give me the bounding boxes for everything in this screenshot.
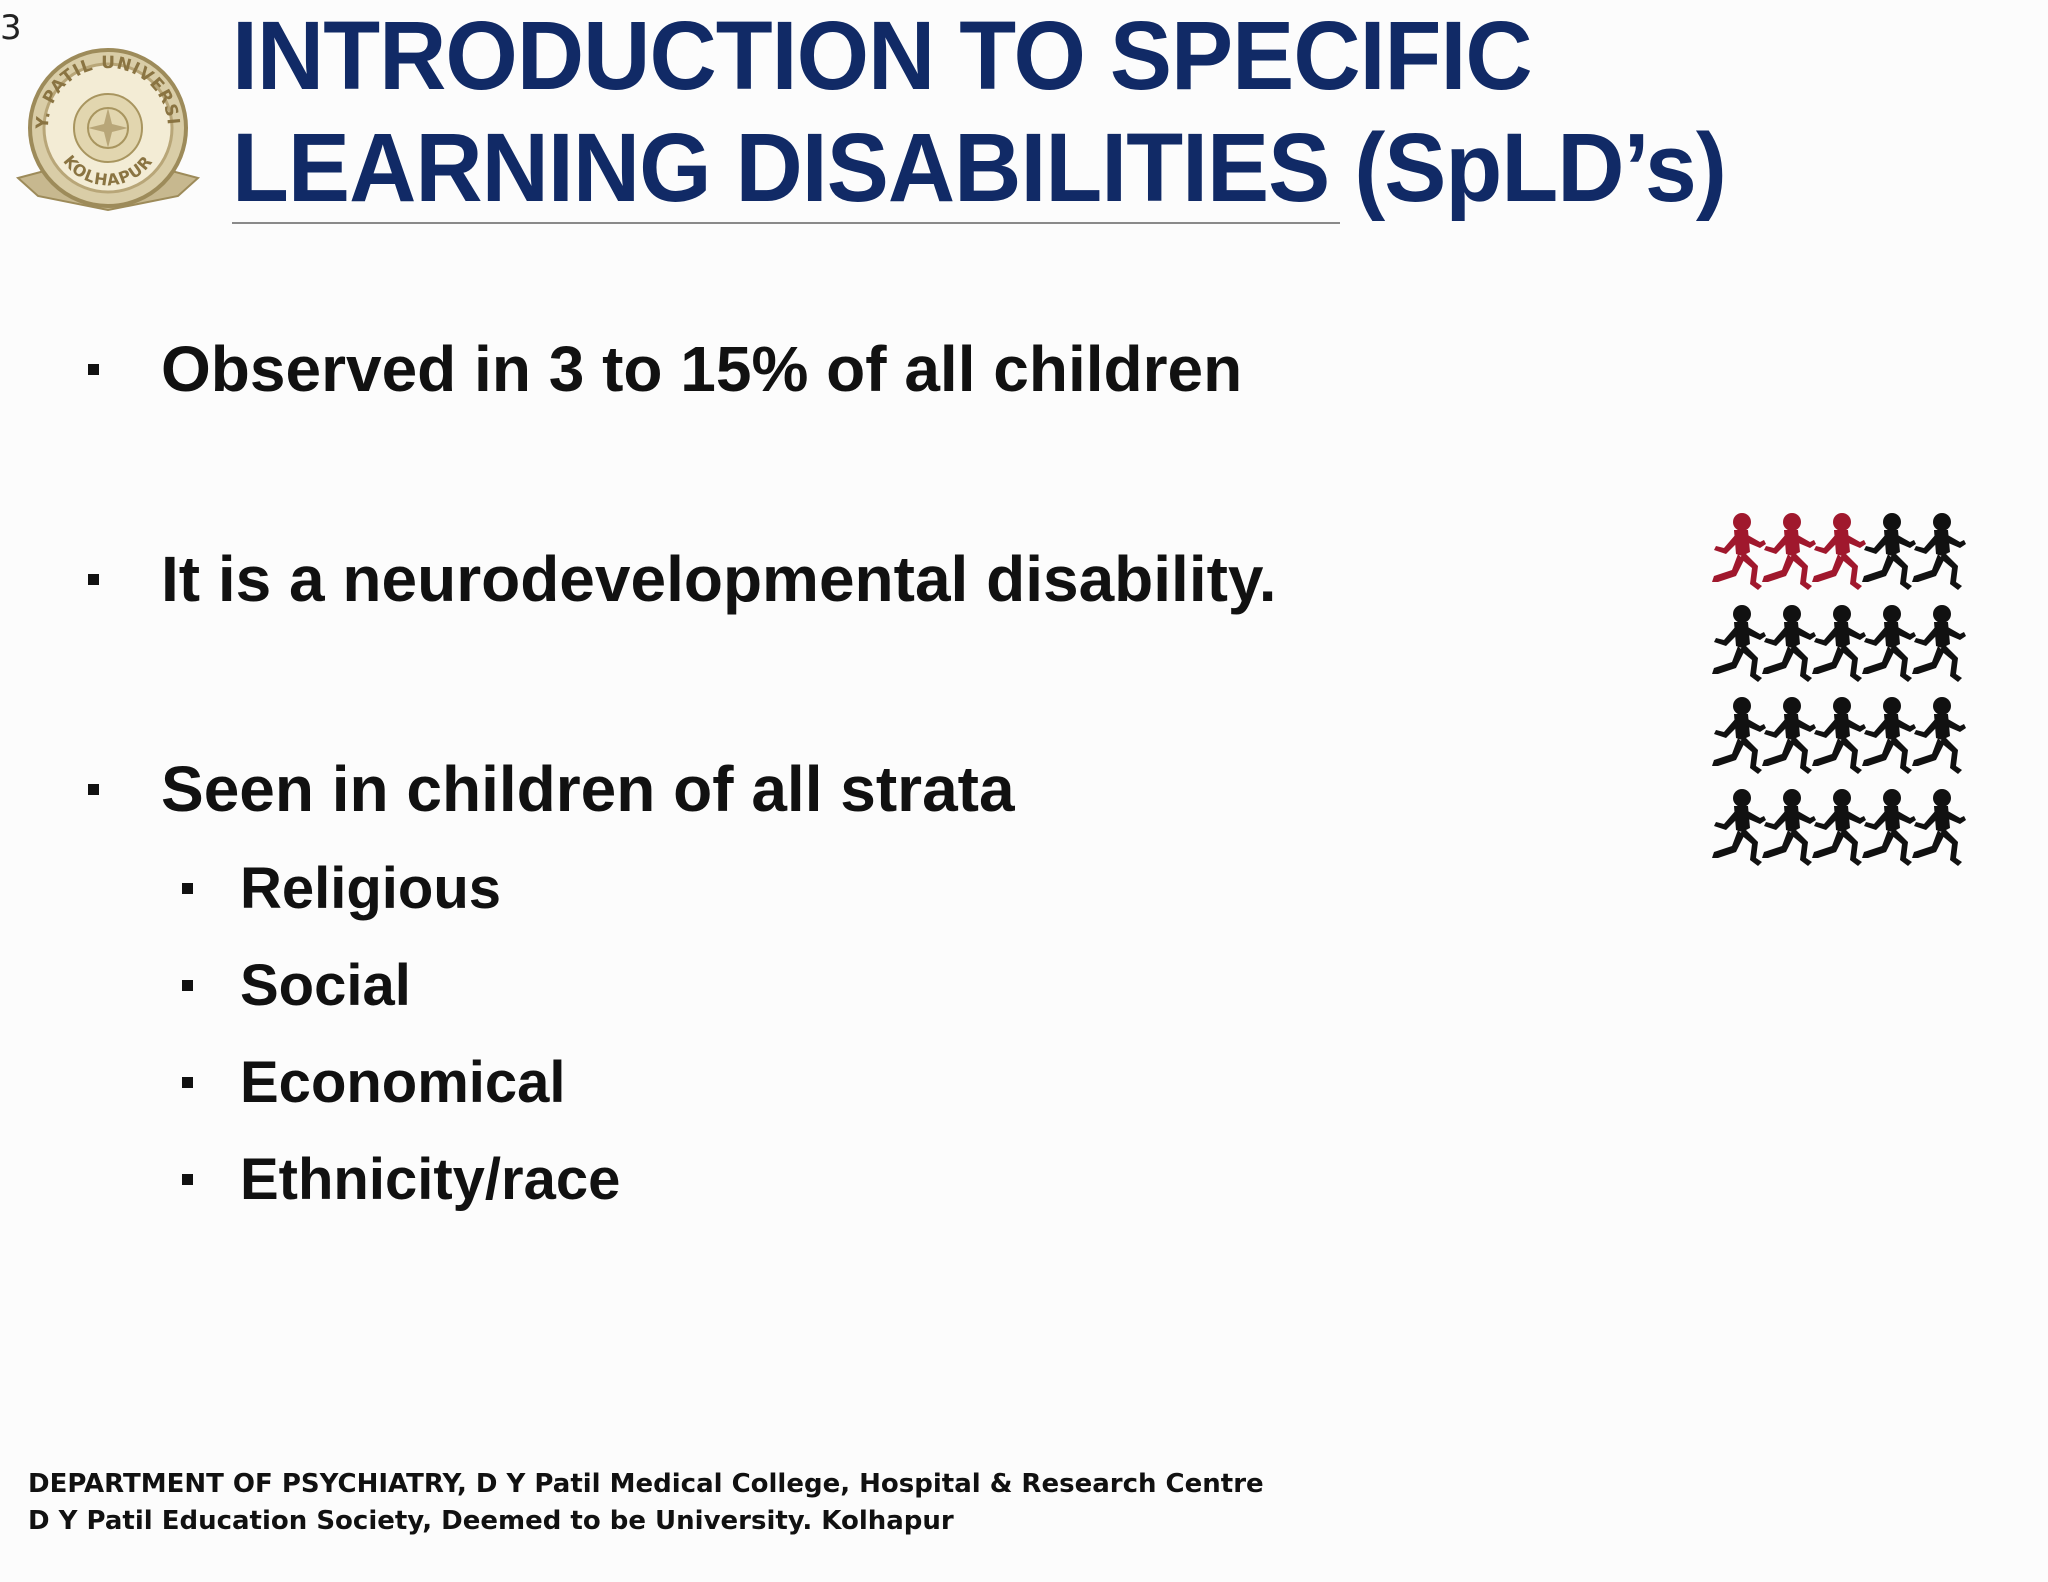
bullet-square-icon bbox=[88, 573, 99, 585]
running-children-icon bbox=[1712, 513, 1966, 866]
runner-icon bbox=[1812, 789, 1866, 866]
runner-icon bbox=[1812, 697, 1866, 774]
runner-icon bbox=[1712, 605, 1766, 682]
bullet-text: It is a neurodevelopmental disability. bbox=[161, 543, 1277, 615]
sub-bullet-item: Social bbox=[0, 952, 411, 1019]
bullet-text: Economical bbox=[240, 1050, 566, 1115]
runner-icon bbox=[1762, 697, 1816, 774]
bullet-square-icon bbox=[88, 363, 99, 375]
runner-icon bbox=[1862, 605, 1916, 682]
bullet-item: Observed in 3 to 15% of all children bbox=[0, 332, 1242, 406]
bullet-text: Ethnicity/race bbox=[240, 1147, 621, 1212]
runner-icon bbox=[1762, 789, 1816, 866]
university-seal-logo: D.Y. PATIL UNIVERSITY KOLHAPUR bbox=[8, 28, 201, 212]
highlighted-runner-icon bbox=[1762, 513, 1816, 590]
bullet-text: Observed in 3 to 15% of all children bbox=[161, 333, 1243, 405]
footer: DEPARTMENT OF PSYCHIATRY, D Y Patil Medi… bbox=[28, 1466, 1264, 1540]
slide-title-line1: INTRODUCTION TO SPECIFIC bbox=[232, 1, 1533, 110]
title-divider bbox=[232, 222, 1340, 224]
runner-icon bbox=[1912, 513, 1966, 590]
highlighted-runner-icon bbox=[1812, 513, 1866, 590]
runner-icon bbox=[1712, 697, 1766, 774]
bullet-text: Seen in children of all strata bbox=[161, 753, 1015, 825]
bullet-square-icon bbox=[182, 980, 193, 991]
bullet-square-icon bbox=[182, 1077, 193, 1088]
bullet-square-icon bbox=[182, 883, 193, 894]
slide-number: 3 bbox=[0, 8, 22, 48]
bullet-item: Seen in children of all strata bbox=[0, 752, 1015, 826]
sub-bullet-item: Religious bbox=[0, 855, 501, 922]
runner-icon bbox=[1762, 605, 1816, 682]
highlighted-runner-icon bbox=[1712, 513, 1766, 590]
runner-icon bbox=[1862, 789, 1916, 866]
footer-line2: D Y Patil Education Society, Deemed to b… bbox=[28, 1506, 954, 1536]
bullet-item: It is a neurodevelopmental disability. bbox=[0, 542, 1277, 616]
slide-title-line2: LEARNING DISABILITIES (SpLD’s) bbox=[232, 113, 1727, 222]
runner-icon bbox=[1912, 789, 1966, 866]
sub-bullet-item: Ethnicity/race bbox=[0, 1146, 620, 1213]
slide-title: INTRODUCTION TO SPECIFIC LEARNING DISABI… bbox=[232, 0, 1727, 224]
runner-icon bbox=[1862, 513, 1916, 590]
bullet-text: Religious bbox=[240, 856, 502, 921]
runner-icon bbox=[1862, 697, 1916, 774]
runner-icon bbox=[1912, 605, 1966, 682]
runner-icon bbox=[1712, 789, 1766, 866]
bullet-square-icon bbox=[182, 1174, 193, 1185]
runner-icon bbox=[1912, 697, 1966, 774]
bullet-square-icon bbox=[88, 783, 99, 795]
bullet-text: Social bbox=[240, 953, 411, 1018]
runner-icon bbox=[1812, 605, 1866, 682]
sub-bullet-item: Economical bbox=[0, 1049, 566, 1116]
footer-line1: DEPARTMENT OF PSYCHIATRY, D Y Patil Medi… bbox=[28, 1469, 1264, 1499]
